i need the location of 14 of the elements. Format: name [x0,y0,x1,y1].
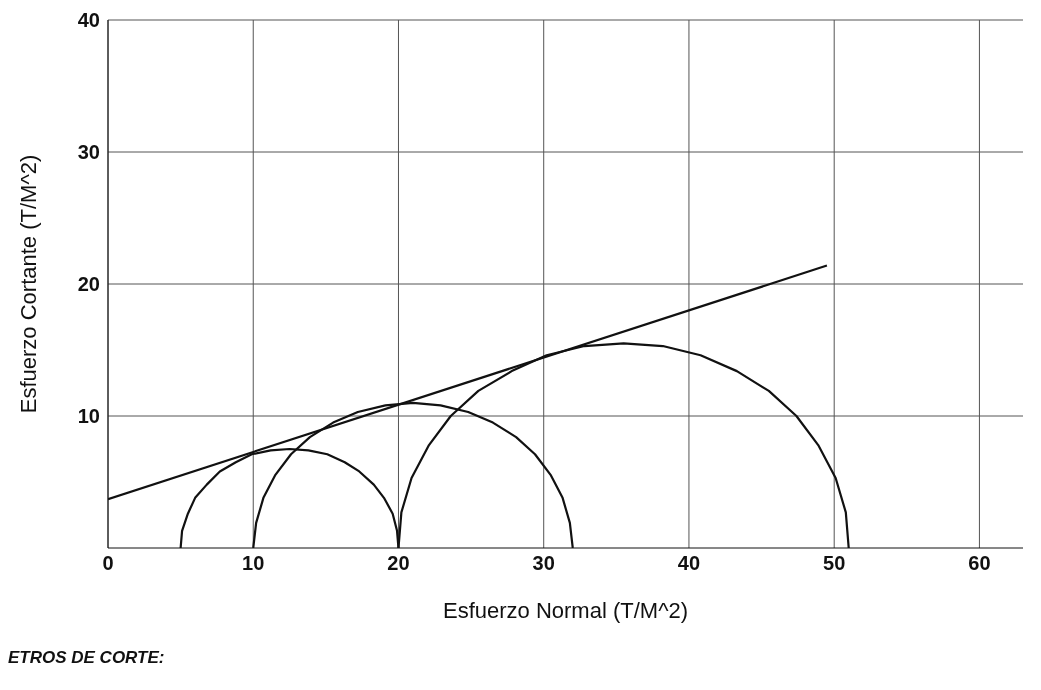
x-tick-label: 0 [102,552,114,575]
x-axis-title: Esfuerzo Normal (T/M^2) [442,598,689,623]
x-tick-label: 40 [677,552,701,575]
y-tick-label: 40 [77,9,100,32]
y-tick-label: 30 [77,141,100,164]
y-tick-label: 10 [77,405,100,428]
x-tick-label: 10 [242,552,265,575]
x-tick-label: 50 [823,552,846,575]
x-tick-label: 30 [532,552,555,575]
y-tick-label: 20 [77,273,100,296]
x-tick-label: 20 [387,552,410,575]
text: ETROS DE CORTE: [8,648,165,668]
x-tick-label: 60 [968,552,991,575]
y-axis-title: Esfuerzo Cortante (T/M^2) [15,154,41,414]
